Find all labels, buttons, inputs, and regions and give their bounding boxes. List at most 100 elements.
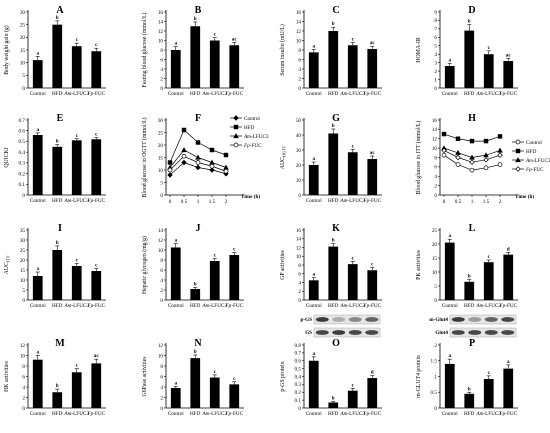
blot-band-P-0-2 (484, 317, 498, 322)
blot-band-P-1-0 (451, 330, 465, 335)
bar-J-0 (170, 247, 181, 300)
panel-letter-H: H (468, 113, 476, 124)
bar-C-3 (367, 49, 378, 88)
bar-L-1 (464, 281, 475, 300)
sig-letter-O-2: c (352, 382, 355, 388)
x-tick-label-N-0: Control (168, 411, 184, 417)
sig-letter-L-1: b (468, 274, 471, 280)
x-tick-label-N-2: Am-LFUC3 (201, 411, 227, 417)
x-tick-label-H-3: 1.5 (483, 199, 490, 205)
y-tick-label-D-3: 3 (434, 60, 437, 66)
y-tick-label-N-5: 10 (158, 353, 164, 359)
y-tick-label-F-6: 30 (158, 118, 164, 124)
point-H-2-2 (469, 154, 475, 160)
y-tick-label-H-4: 8 (434, 155, 437, 161)
y-tick-label-M-2: 4 (22, 385, 25, 391)
y-tick-label-P-3: 1.5 (431, 359, 438, 365)
panel-letter-J: J (196, 223, 201, 234)
sig-letter-K-2: c (352, 256, 355, 262)
sig-letter-P-2: c (488, 370, 491, 376)
x-tick-label-G-1: HFD (328, 198, 339, 204)
point-F-0-3 (209, 167, 215, 173)
point-H-0-2 (469, 167, 475, 173)
y-tick-label-F-2: 10 (158, 168, 164, 174)
bar-M-0 (32, 359, 43, 408)
blot-band-O-0-2 (348, 317, 362, 322)
bar-P-3 (503, 368, 514, 408)
bar-I-2 (71, 266, 82, 300)
x-tick-label-C-0: Control (306, 91, 322, 97)
bar-B-3 (229, 45, 240, 88)
x-tick-label-M-0: Control (30, 411, 46, 417)
y-tick-label-G-4: 40 (296, 133, 302, 139)
sig-letter-C-0: a (312, 44, 315, 50)
bar-N-2 (209, 377, 220, 408)
legend-label-H-2: Am-LFUC3 (525, 158, 550, 164)
y-tick-label-L-2: 10 (432, 270, 438, 276)
y-tick-label-O-0: 0 (298, 406, 301, 412)
x-tick-label-D-2: Am-LFUC3 (475, 91, 501, 97)
point-F-3-3 (209, 163, 215, 169)
sig-letter-E-1: b (56, 139, 59, 145)
panel-M: M 0 2 4 6 8 10 12 HK activities a Control b HFD c Am-L… (4, 338, 106, 417)
y-tick-label-A-5: 25 (20, 22, 26, 28)
legend-label-H-1: HFD (526, 149, 537, 155)
y-tick-label-G-5: 50 (296, 118, 302, 124)
blot-band-O-1-3 (365, 330, 379, 335)
panel-letter-L: L (469, 223, 476, 234)
blot-label-P-1: Glut4 (435, 330, 448, 336)
x-tick-label-E-2: Am-LFUC3 (63, 198, 89, 204)
panel-letter-D: D (468, 5, 475, 16)
panel-I: I 0 5 10 15 20 25 30 35 AUCITT a Control b HFD c Am-LFU… (4, 223, 106, 309)
y-tick-label-J-6: 12 (158, 238, 164, 244)
y-tick-label-L-4: 20 (432, 242, 438, 248)
point-H-2-4 (497, 147, 503, 153)
bar-I-1 (52, 250, 63, 300)
y-label-O: p-GS protein (280, 361, 286, 391)
blot-band-O-1-1 (332, 330, 346, 335)
bar-G-2 (347, 152, 358, 195)
y-tick-label-E-3: 0.3 (19, 161, 26, 167)
y-tick-label-E-6: 0.6 (19, 129, 26, 135)
y-tick-label-C-8: 16 (296, 10, 302, 16)
y-tick-label-I-3: 15 (20, 268, 26, 274)
sig-letter-O-1: b (332, 396, 335, 402)
y-tick-label-L-5: 25 (432, 228, 438, 234)
x-tick-label-M-2: Am-LFUC3 (63, 411, 89, 417)
y-tick-label-K-5: 10 (296, 254, 302, 260)
y-tick-label-C-1: 2 (298, 76, 301, 82)
bar-C-2 (347, 45, 358, 88)
panel-G: G 0 10 20 30 40 50 AUCOGTT a Control b HFD c Am-LFUC3… (280, 113, 382, 204)
y-tick-label-O-8: 0.8 (295, 343, 302, 349)
bar-G-1 (328, 133, 339, 195)
bar-A-3 (91, 51, 102, 88)
y-tick-label-B-8: 16 (158, 10, 164, 16)
y-tick-label-N-1: 2 (160, 395, 163, 401)
sig-letter-A-3: c (95, 42, 98, 48)
blot-band-O-0-3 (365, 317, 379, 322)
panel-L: L 0 5 10 15 20 25 PK activities a Control b HFD c Am-… (416, 223, 518, 309)
point-H-1-1 (455, 136, 461, 141)
y-tick-label-H-6: 12 (432, 137, 438, 143)
y-tick-label-J-1: 2 (160, 288, 163, 294)
y-tick-label-C-0: 0 (298, 86, 301, 92)
point-H-2-1 (455, 149, 461, 155)
y-tick-label-J-7: 14 (158, 228, 164, 234)
y-tick-label-A-0: 0 (22, 86, 25, 92)
x-tick-label-A-0: Control (30, 91, 46, 97)
panel-O: Op-GS GS 0 0.1 0.2 0.3 0.4 0.50.6 0.7 0.8 p-GS pro… (280, 314, 382, 417)
legend-marker-F-3 (233, 142, 239, 148)
bar-L-3 (503, 254, 514, 300)
y-tick-label-I-0: 0 (22, 298, 25, 304)
y-label-L: PK activities (416, 249, 422, 280)
y-tick-label-M-1: 2 (22, 395, 25, 401)
sig-letter-A-2: c (76, 37, 79, 43)
y-tick-label-G-1: 10 (296, 178, 302, 184)
point-F-1-2 (195, 140, 201, 145)
x-tick-label-J-0: Control (168, 303, 184, 309)
sig-letter-L-0: a (448, 233, 451, 239)
x-tick-label-F-1: 0.5 (181, 199, 188, 205)
y-tick-label-F-4: 20 (158, 143, 164, 149)
bar-C-0 (308, 52, 319, 88)
bar-N-0 (170, 388, 181, 408)
